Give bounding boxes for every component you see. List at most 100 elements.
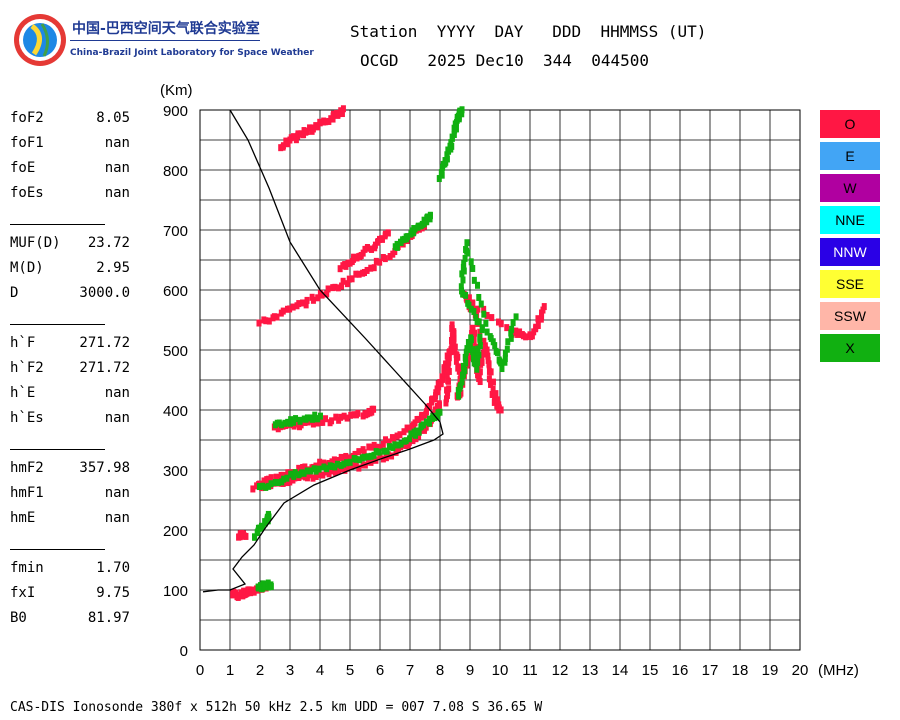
echo-point [348,411,354,419]
x-tick-label: 16 [672,662,689,679]
param-value: nan [104,135,130,151]
echo-point [351,411,357,419]
echo-point [479,324,485,332]
echo-point [415,223,421,231]
echo-point [271,313,277,321]
echo-point [486,375,492,383]
legend-item-sse: SSE [820,270,880,298]
echo-point [416,428,422,436]
echo-point [344,464,350,472]
param-row: foF1 nan [10,135,130,160]
echo-point [313,472,319,480]
param-value: nan [104,385,130,401]
x-tick-label: 10 [492,662,509,679]
echo-point [465,249,471,257]
echo-point [320,471,326,479]
echo-point [455,353,461,361]
echo-point [337,265,343,273]
echo-point [459,378,465,386]
echo-point [446,367,452,375]
echo-point [275,474,281,482]
echo-point [377,258,383,266]
echo-point [287,305,293,313]
x-tick-label: 20 [792,662,809,679]
param-value: nan [104,485,130,501]
echo-point [413,427,419,435]
param-separator [10,324,105,325]
echo-point [427,415,433,423]
echo-point [484,328,490,336]
y-tick-label: 200 [163,523,188,540]
echo-point [453,125,459,133]
echo-point [310,474,316,482]
echo-point [347,458,353,466]
echo-point [427,402,433,410]
echo-point [304,414,310,422]
echo-point [395,441,401,449]
echo-point [450,336,456,344]
echo-point [475,345,481,353]
echo-point [490,338,496,346]
echo-point [344,414,350,422]
echo-point [338,453,344,461]
echo-point [344,280,350,288]
echo-point [410,437,416,445]
echo-point [310,420,316,428]
param-label: h`F2 [10,360,44,376]
echo-point [314,419,320,427]
echo-point [294,420,300,428]
param-row: fxI 9.75 [10,585,130,610]
echo-point [392,441,398,449]
echo-point [495,396,501,404]
param-row: foEs nan [10,185,130,210]
y-tick-label: 900 [163,103,188,120]
echo-point [288,416,294,424]
echo-point [517,328,523,336]
echo-point [427,419,433,427]
echo-point [329,462,335,470]
echo-point [509,325,515,333]
echo-point [355,409,361,417]
param-label: hmE [10,510,36,526]
legend-item-x: X [820,334,880,362]
echo-point [262,582,268,590]
param-label: fmin [10,560,44,576]
echo-point [268,480,274,488]
echo-point [471,308,477,316]
echo-point [504,324,510,332]
x-tick-label: 5 [346,662,354,679]
echo-point [451,130,457,138]
param-value: 8.05 [96,110,130,126]
echo-point [293,415,299,423]
echo-point [287,478,293,486]
echo-point [371,264,377,272]
echo-point [302,463,308,471]
echo-point [437,408,443,416]
echo-point [475,281,481,289]
param-value: nan [104,410,130,426]
echo-point [347,454,353,462]
echo-point [296,471,302,479]
echo-point [280,471,286,479]
param-separator [10,549,105,550]
echo-point [471,337,477,345]
echo-point [321,463,327,471]
echo-point [478,300,484,308]
echo-point [475,358,481,366]
echo-point [463,354,469,362]
parameters-panel: foF2 8.05 foF1 nan foE nan foEs nan MUF(D) 23… [10,110,130,635]
echo-point [446,357,452,365]
echo-point [477,341,483,349]
echo-point [488,368,494,376]
y-tick-label: 0 [180,643,188,660]
echo-point [361,453,367,461]
legend-item-nne: NNE [820,206,880,234]
echo-point [502,349,508,357]
param-row: fmin 1.70 [10,560,130,585]
echo-point [265,475,271,483]
echo-point [364,244,370,252]
echo-point [448,346,454,354]
echo-point [475,305,481,313]
echo-point [444,371,450,379]
echo-point [403,437,409,445]
